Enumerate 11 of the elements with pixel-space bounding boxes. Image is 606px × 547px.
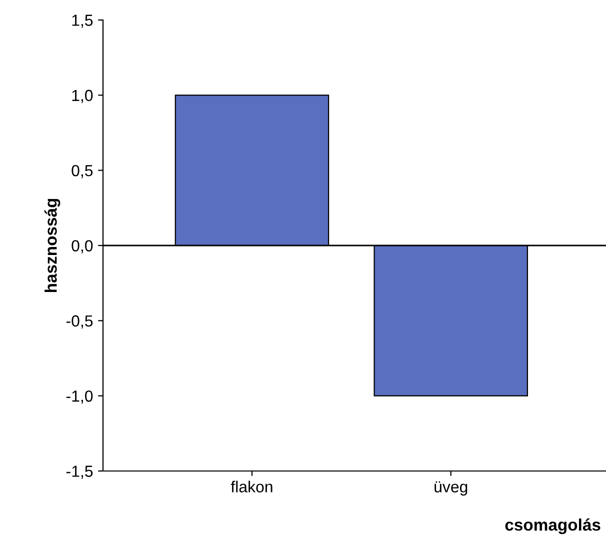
y-tick-label: -1,5 bbox=[66, 466, 93, 479]
y-tick-label: -1,0 bbox=[66, 390, 93, 404]
y-tick-label: 0,0 bbox=[72, 240, 93, 254]
y-axis-title: hasznosság bbox=[44, 198, 60, 292]
y-tick-label: 0,5 bbox=[72, 164, 93, 178]
y-tick-label: -0,5 bbox=[66, 315, 93, 328]
x-axis-title: csomagolás bbox=[505, 518, 600, 534]
x-tick-label: flakon bbox=[230, 480, 272, 492]
y-tick-label: 1,5 bbox=[72, 14, 93, 28]
y-tick-label: 1,0 bbox=[72, 90, 93, 103]
x-tick-label: üveg bbox=[434, 481, 468, 496]
